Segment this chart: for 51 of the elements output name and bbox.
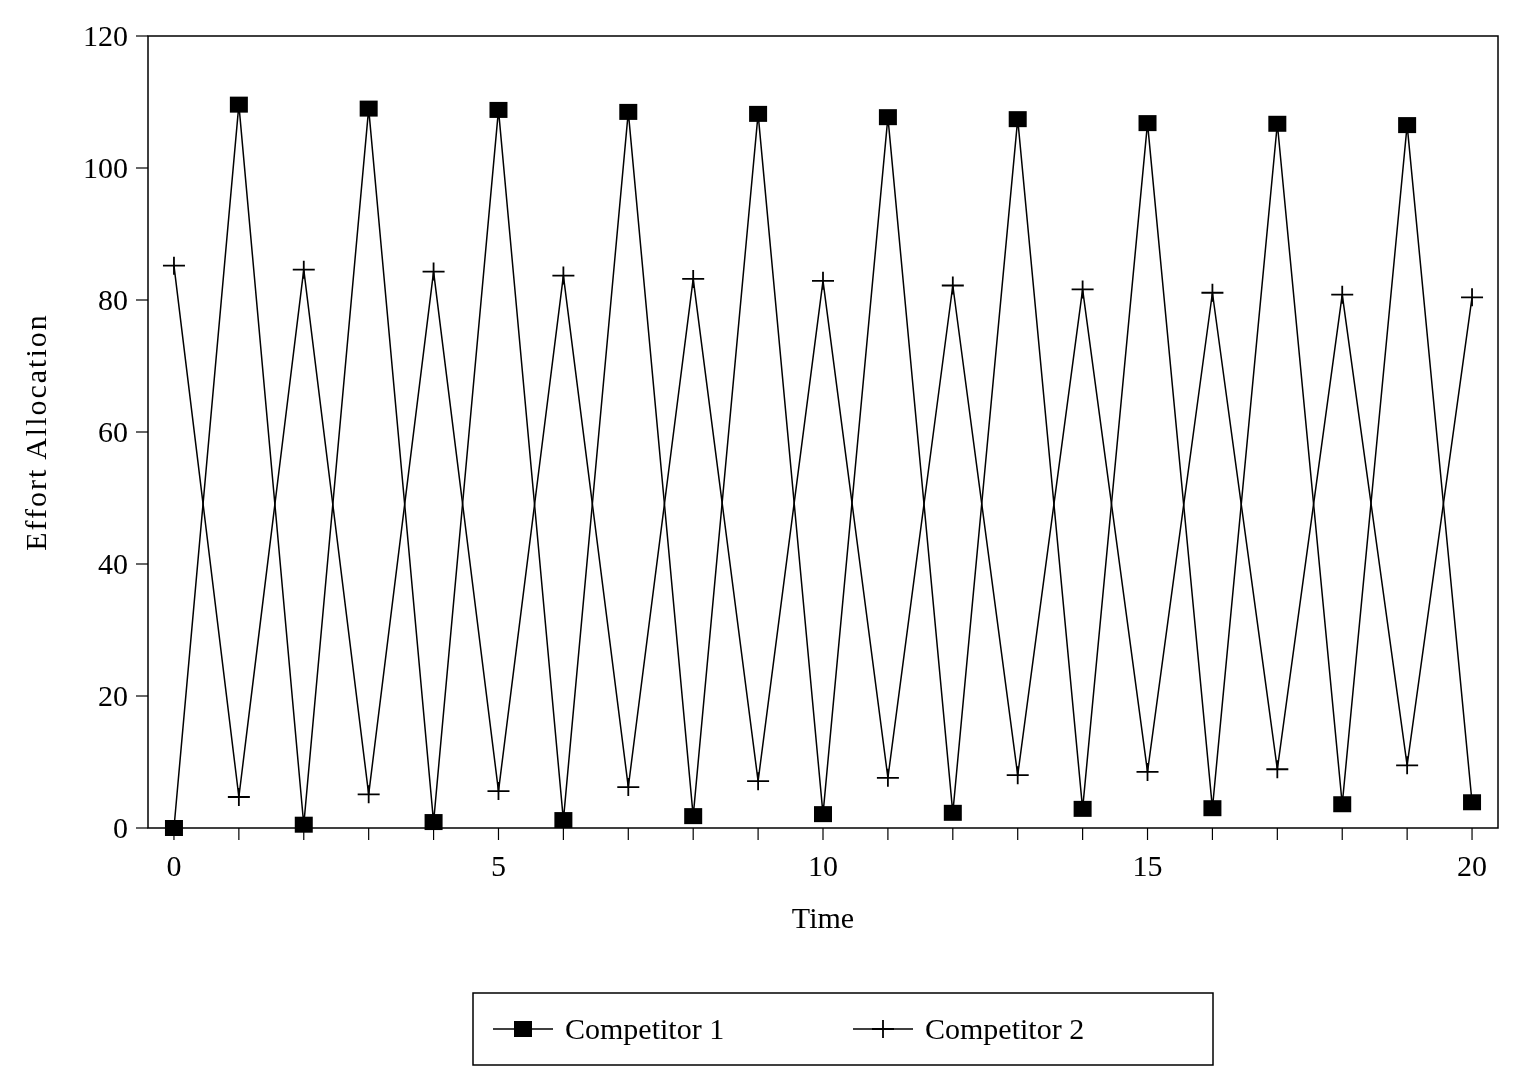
legend-label: Competitor 1 [565, 1012, 725, 1045]
point [164, 820, 183, 836]
x-tick-label: 20 [1457, 849, 1488, 882]
y-tick-label: 40 [98, 547, 128, 580]
point [227, 787, 250, 806]
point [424, 814, 443, 831]
y-tick-label: 100 [83, 151, 128, 184]
point [1266, 760, 1289, 779]
point [1008, 111, 1027, 128]
x-tick-label: 5 [490, 849, 506, 882]
point [294, 816, 313, 833]
point [1398, 117, 1417, 134]
point [682, 269, 705, 288]
point [1461, 288, 1484, 307]
point [812, 271, 834, 290]
point [554, 812, 573, 829]
point [747, 772, 770, 791]
point [814, 806, 832, 823]
point [292, 260, 315, 279]
y-tick-label: 20 [98, 679, 128, 712]
point [357, 785, 380, 804]
y-tick-label: 60 [98, 415, 128, 448]
point [1203, 800, 1222, 817]
y-tick-label: 0 [113, 811, 128, 844]
point [1331, 285, 1354, 304]
point [619, 103, 638, 120]
x-tick-label: 0 [166, 849, 182, 882]
point [1073, 800, 1092, 817]
y-tick-label: 120 [83, 19, 128, 52]
point [1268, 115, 1287, 132]
point [162, 256, 185, 275]
point [1396, 756, 1419, 775]
legend-label: Competitor 2 [925, 1012, 1085, 1045]
x-tick-label: 10 [808, 849, 838, 882]
x-axis-title: Time [791, 901, 855, 934]
point [489, 101, 508, 118]
point [1006, 766, 1029, 785]
point [749, 105, 768, 122]
point [1333, 796, 1352, 813]
point [684, 808, 703, 825]
point [617, 778, 640, 797]
point [1138, 115, 1157, 132]
point [229, 96, 248, 113]
point [878, 109, 897, 126]
x-tick-label: 15 [1132, 849, 1163, 882]
y-axis-title: Effort Allocation [19, 313, 52, 551]
point [1463, 794, 1482, 811]
point [359, 100, 378, 117]
point [943, 804, 962, 821]
point [876, 768, 899, 787]
y-tick-label: 80 [98, 283, 128, 316]
